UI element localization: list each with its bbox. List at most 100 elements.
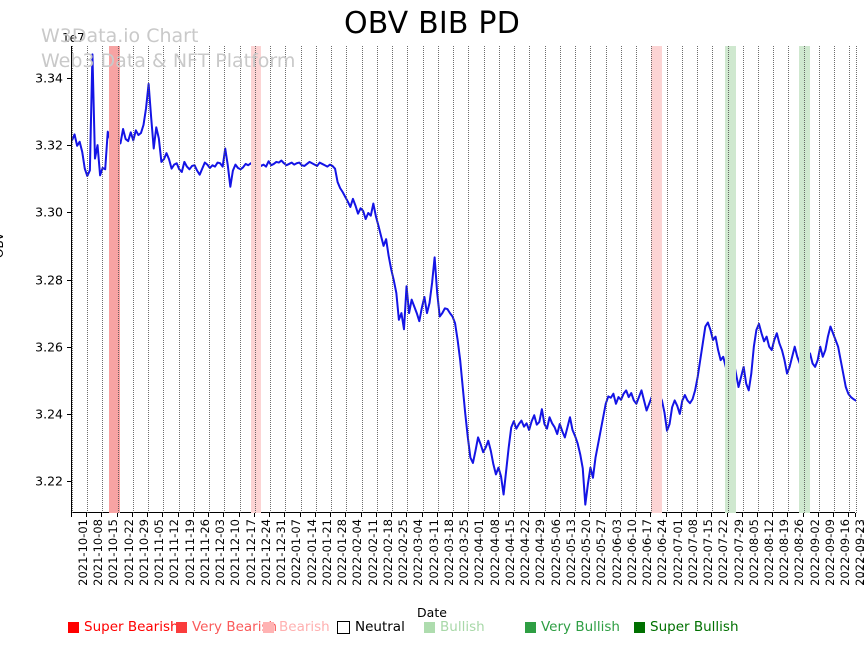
x-tick-label: 2022-06-03 (609, 519, 624, 586)
gridline-vertical (636, 46, 638, 513)
legend: Super Bearish Very Bearish Bearish Neutral B… (0, 618, 864, 640)
gridline-vertical (163, 46, 165, 513)
x-tick-label: 2022-02-11 (365, 519, 380, 586)
x-tick-label: 2022-01-21 (319, 519, 334, 586)
x-tick-label: 2022-09-16 (838, 519, 853, 586)
x-tick-label: 2021-12-31 (274, 519, 289, 586)
x-tick-mark (147, 513, 149, 517)
x-tick-label: 2021-10-29 (136, 519, 151, 586)
x-tick-mark (619, 513, 621, 517)
x-tick-label: 2021-10-01 (76, 519, 90, 586)
x-tick-mark (86, 513, 88, 517)
x-tick-label: 2022-01-28 (335, 519, 350, 586)
y-tick-label: 3.22 (35, 473, 63, 489)
x-tick-label: 2021-12-10 (228, 519, 243, 586)
gridline-vertical (697, 46, 699, 513)
x-tick-mark (284, 513, 286, 517)
x-tick-mark (635, 513, 637, 517)
gridline-vertical (529, 46, 531, 513)
x-tick-label: 2021-11-12 (167, 519, 182, 586)
gridline-vertical (498, 46, 500, 513)
x-tick-mark (238, 513, 240, 517)
gridline-vertical (239, 46, 241, 513)
y-tick-label: 3.30 (35, 204, 63, 220)
y-tick-label: 3.34 (35, 70, 63, 86)
legend-label: Bullish (440, 619, 485, 635)
x-tick-label: 2022-01-14 (304, 519, 319, 586)
gridline-vertical (392, 46, 394, 513)
x-tick-mark (299, 513, 301, 517)
y-tick-mark (67, 279, 71, 281)
x-tick-mark (375, 513, 377, 517)
x-tick-mark (131, 513, 133, 517)
legend-item-neutral[interactable]: Neutral (337, 618, 405, 636)
gridline-vertical (315, 46, 317, 513)
legend-item-bullish[interactable]: Bullish (424, 618, 485, 636)
x-tick-label: 2022-04-29 (533, 519, 548, 586)
legend-item-super-bullish[interactable]: Super Bullish (634, 618, 739, 636)
gridline-vertical (834, 46, 836, 513)
x-tick-mark (696, 513, 698, 517)
gridline-vertical (361, 46, 363, 513)
signal-band-bullish (725, 46, 737, 513)
gridline-vertical (437, 46, 439, 513)
gridline-vertical (468, 46, 470, 513)
x-tick-label: 2022-02-18 (380, 519, 395, 586)
x-tick-label: 2022-07-22 (716, 519, 731, 586)
x-tick-mark (330, 513, 332, 517)
x-tick-mark (543, 513, 545, 517)
legend-item-very-bullish[interactable]: Very Bullish (525, 618, 620, 636)
signal-band-bullish (799, 46, 811, 513)
gridline-vertical (758, 46, 759, 513)
gridline-vertical (132, 46, 134, 513)
legend-item-bearish[interactable]: Bearish (263, 618, 330, 636)
gridline-vertical (209, 46, 211, 513)
x-tick-mark (848, 513, 850, 517)
gridline-vertical (483, 46, 485, 513)
gridline-vertical (224, 46, 226, 513)
gridline-vertical (651, 46, 653, 513)
x-tick-label: 2022-06-17 (640, 519, 655, 586)
x-tick-mark (497, 513, 499, 517)
gridline-vertical (270, 46, 272, 513)
gridline-vertical (453, 46, 455, 513)
x-tick-mark (757, 513, 758, 517)
x-axis-title: Date (417, 605, 447, 620)
gridline-vertical (300, 46, 302, 513)
gridline-vertical (178, 46, 180, 513)
legend-swatch-icon (525, 621, 536, 633)
x-tick-label: 2022-03-18 (441, 519, 456, 586)
legend-swatch-icon (263, 621, 274, 633)
gridline-vertical (818, 46, 820, 513)
x-tick-mark (574, 513, 576, 517)
gridline-vertical (117, 46, 119, 513)
legend-item-very-bearish[interactable]: Very Bearish (176, 618, 277, 636)
gridline-vertical (849, 46, 851, 513)
x-tick-label: 2022-07-29 (731, 519, 746, 586)
x-tick-label: 2022-05-20 (579, 519, 594, 586)
gridline-vertical (544, 46, 546, 513)
y-tick-mark (67, 413, 71, 415)
legend-swatch-icon (176, 621, 187, 633)
x-tick-label: 2021-12-24 (258, 519, 273, 586)
x-tick-label: 2021-11-19 (182, 519, 197, 586)
gridline-vertical (727, 46, 729, 513)
gridline-vertical (666, 46, 668, 513)
x-tick-mark (787, 513, 789, 517)
x-tick-mark (741, 513, 743, 517)
x-tick-label: 2022-04-22 (518, 519, 533, 586)
gridline-vertical (742, 46, 744, 513)
gridline-vertical (102, 46, 104, 513)
x-tick-label: 2021-10-22 (121, 519, 136, 586)
gridline-vertical (712, 46, 714, 513)
gridline-vertical (407, 46, 409, 513)
x-tick-label: 2021-12-17 (243, 519, 258, 586)
x-tick-mark (116, 513, 118, 517)
legend-label: Neutral (355, 619, 405, 635)
x-tick-label: 2022-06-24 (655, 519, 670, 586)
x-tick-mark (513, 513, 515, 517)
x-tick-mark (665, 513, 667, 517)
page-title: OBV BIB PD (343, 6, 521, 41)
legend-item-super-bearish[interactable]: Super Bearish (68, 618, 179, 636)
gridline-vertical (148, 46, 150, 513)
